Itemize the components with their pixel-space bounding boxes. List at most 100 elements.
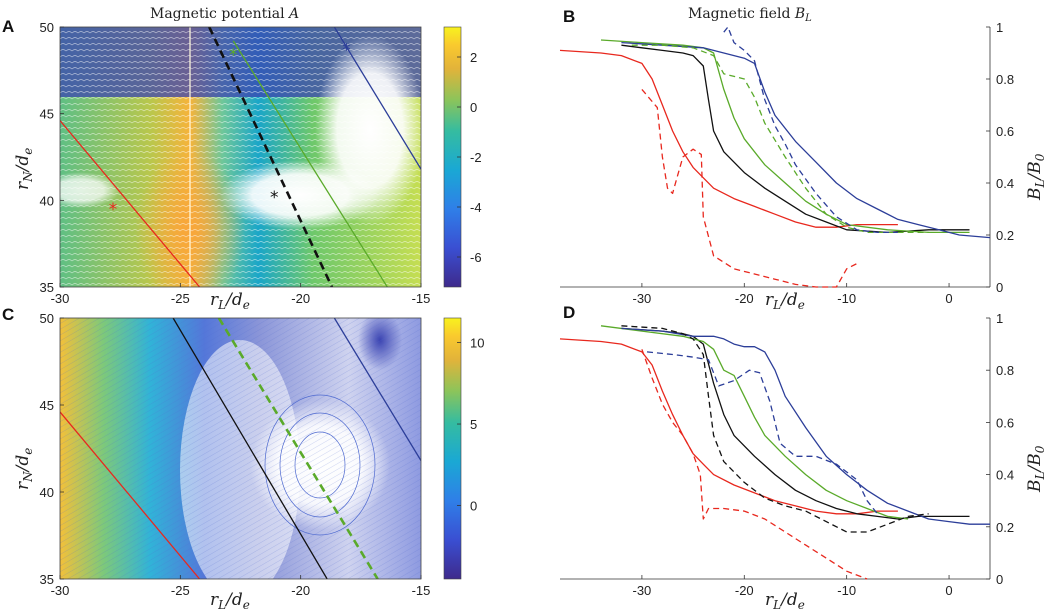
colorbar-c-tick-label: 0 bbox=[470, 499, 477, 514]
panel-label-b: B bbox=[563, 7, 575, 26]
panel-d-ytick-label: 0.4 bbox=[996, 468, 1014, 483]
panel-a-cut-line-blue bbox=[333, 27, 421, 170]
panel-label-c: C bbox=[2, 305, 14, 324]
colorbar-a-tick-label: -4 bbox=[470, 200, 482, 215]
panel-a-cut-lines bbox=[60, 27, 421, 287]
panel-b-ytick-label: 0.4 bbox=[996, 176, 1014, 191]
panel-d-ytick-label: 0.2 bbox=[996, 520, 1014, 535]
panel-a-ytick-label: 35 bbox=[40, 280, 54, 295]
panel-a-xlabel: rL/de bbox=[210, 290, 250, 312]
panel-b-xtick-label: -20 bbox=[735, 291, 754, 306]
colorbar-c-tick-label: 5 bbox=[470, 417, 477, 432]
panel-a-markers: * * * * bbox=[109, 41, 351, 220]
axis-labels: rL/de rL/de rL/de rL/de rN/de rN/de BL/B… bbox=[13, 148, 1047, 611]
panel-d-series bbox=[559, 325, 990, 580]
panel-c-cut-line-green bbox=[217, 318, 379, 579]
panel-b-ytick-label: 0.6 bbox=[996, 124, 1014, 139]
panel-a-marker-green: * bbox=[229, 46, 238, 66]
panel-a-ytick-label: 40 bbox=[40, 193, 54, 208]
colorbar-c-tick-label: 10 bbox=[470, 335, 484, 350]
panel-b-ytick-label: 0.2 bbox=[996, 228, 1014, 243]
panel-c-ytick-label: 40 bbox=[40, 485, 54, 500]
panel-b-series-black-solid bbox=[621, 44, 970, 234]
panel-a-frame bbox=[59, 26, 422, 288]
panel-d-ytick-label: 0 bbox=[996, 572, 1003, 587]
panel-a-plot: * * * * bbox=[60, 27, 421, 287]
panel-c-ytick-label: 45 bbox=[40, 398, 54, 413]
panel-c-xtick-label: -25 bbox=[171, 583, 190, 598]
panel-b-ytick-label: 0 bbox=[996, 280, 1003, 295]
panel-b-series-green-solid bbox=[600, 39, 970, 234]
panel-a-cut-line-green bbox=[232, 40, 388, 287]
colorbar-c bbox=[443, 317, 462, 580]
panel-b-series-blue-solid bbox=[621, 41, 991, 239]
panel-b-ytick-label: 1 bbox=[996, 20, 1003, 35]
panel-label-a: A bbox=[2, 17, 14, 36]
panel-c-contour-ring bbox=[294, 431, 346, 499]
panel-c-cut-line-red bbox=[60, 411, 201, 579]
panel-c-xlabel: rL/de bbox=[210, 590, 250, 611]
colorbar-a-ticks: 2 0 -2 -4 -6 bbox=[457, 50, 482, 265]
panel-b-ytick-label: 0.8 bbox=[996, 72, 1014, 87]
panel-c-cut-line-black bbox=[172, 318, 328, 579]
panel-b-ylabel: BL/B0 bbox=[1025, 153, 1047, 201]
colorbar-a-tick-label: -6 bbox=[470, 250, 482, 265]
panel-a-cut-line-black bbox=[208, 27, 334, 287]
panel-b-series bbox=[559, 26, 991, 288]
panel-d-ylabel: BL/B0 bbox=[1025, 445, 1047, 493]
panel-d-ytick-label: 0.8 bbox=[996, 363, 1014, 378]
panel-a-xtick-label: -25 bbox=[171, 291, 190, 306]
panel-d-series-blue-dashed bbox=[646, 351, 878, 515]
panel-c-cut-lines bbox=[60, 318, 421, 579]
panel-a-cut-line-red bbox=[60, 120, 201, 287]
colorbar-a-tick-label: 2 bbox=[470, 50, 477, 65]
panel-d-series-red-dashed bbox=[641, 349, 868, 580]
panel-c-ytick-label: 50 bbox=[40, 311, 54, 326]
panel-d-xtick-label: 0 bbox=[945, 583, 952, 598]
panel-label-d: D bbox=[563, 303, 575, 322]
panel-c-xtick-label: -15 bbox=[412, 583, 431, 598]
panel-b-series-green-dashed bbox=[631, 44, 929, 234]
panel-b-title: Magnetic field BL bbox=[688, 6, 812, 24]
panel-b-xtick-label: -10 bbox=[837, 291, 856, 306]
panel-d-series-black-dashed bbox=[621, 325, 929, 533]
panel-c-xtick-label: -20 bbox=[291, 583, 310, 598]
panel-b-series-red-dashed bbox=[641, 88, 858, 288]
panel-c-contours bbox=[60, 318, 421, 579]
panel-a-marker-blue: * bbox=[342, 41, 351, 61]
panel-a-marker-black: * bbox=[270, 188, 279, 208]
panel-b-xtick-label: 0 bbox=[945, 291, 952, 306]
colorbar-a-tick-label: -2 bbox=[470, 150, 482, 165]
panel-b-xtick-label: -30 bbox=[633, 291, 652, 306]
panel-d-xtick-label: -10 bbox=[837, 583, 856, 598]
panel-a-contours bbox=[60, 27, 421, 287]
panel-a-marker-red: * bbox=[109, 200, 118, 220]
panel-c-xtick-label: -30 bbox=[51, 583, 70, 598]
panel-d-xlabel: rL/de bbox=[765, 590, 805, 611]
panel-b-series-blue-dashed bbox=[723, 26, 898, 234]
panel-d-series-green-solid bbox=[600, 325, 909, 520]
panel-d-series-blue-solid bbox=[621, 327, 990, 525]
panel-c-ylabel: rN/de bbox=[13, 448, 35, 490]
panel-a-ytick-label: 45 bbox=[40, 107, 54, 122]
panel-b-xlabel: rL/de bbox=[765, 290, 805, 312]
panel-c-plot bbox=[60, 318, 421, 579]
panel-b-series-red-solid bbox=[559, 49, 898, 228]
panel-d-xtick-label: -20 bbox=[735, 583, 754, 598]
colorbar-a-tick-label: 0 bbox=[470, 100, 477, 115]
panel-a-title: Magnetic potential A bbox=[150, 6, 299, 22]
panel-a-xtick-label: -20 bbox=[291, 291, 310, 306]
panel-c-contour-ring-2 bbox=[279, 412, 361, 518]
panel-c-frame bbox=[59, 317, 422, 580]
panel-d-ytick-label: 0.6 bbox=[996, 415, 1014, 430]
panel-a-ylabel: rN/de bbox=[13, 148, 35, 190]
panel-a-xtick-label: -15 bbox=[412, 291, 431, 306]
panel-a-xtick-label: -30 bbox=[51, 291, 70, 306]
panel-d-ytick-label: 1 bbox=[996, 311, 1003, 326]
panel-c-cut-line-blue bbox=[333, 318, 421, 462]
panel-c-contour-ring-3 bbox=[264, 394, 376, 536]
panel-c-ytick-label: 35 bbox=[40, 572, 54, 587]
panel-d-xtick-label: -30 bbox=[633, 583, 652, 598]
